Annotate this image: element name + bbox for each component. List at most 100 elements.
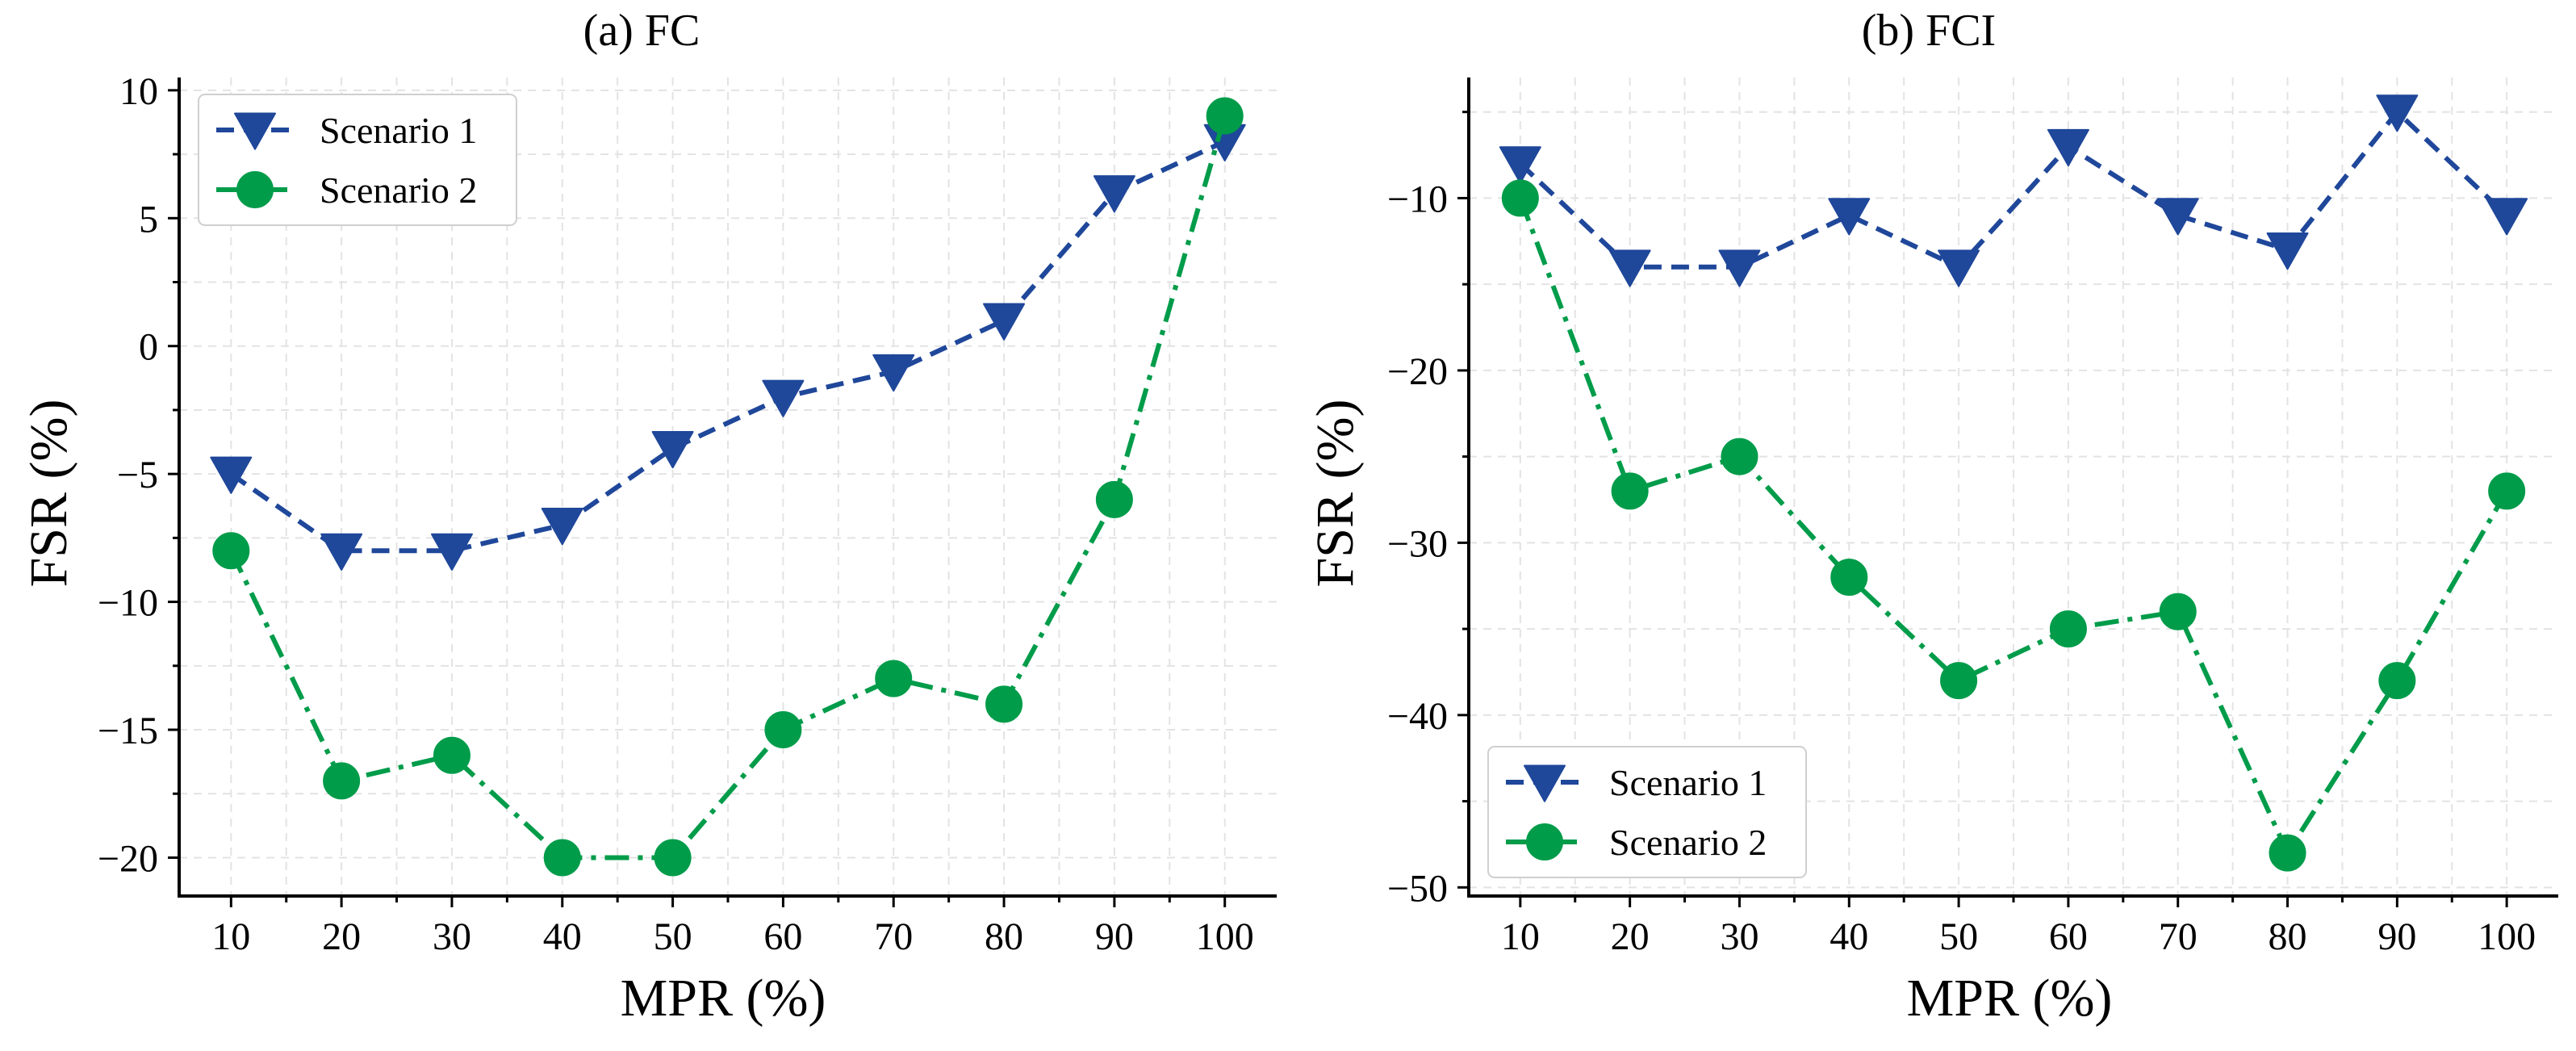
fc-xtick-label: 40 [543,915,582,958]
fci-legend: Scenario 1 Scenario 2 [1487,746,1807,878]
panel-fci: 10 20 30 40 50 60 70 80 90 100 −50 −40 −30 −20 −10 (b)… [1306,6,2558,1028]
fc-xtick-label: 60 [763,915,802,958]
fc-series-2-point [875,659,913,697]
fci-xtick-label: 10 [1501,915,1540,958]
fc-xtick-label: 30 [433,915,471,958]
fci-legend-marker-1 [1524,764,1566,802]
fc-series-1-point [1093,175,1135,213]
fci-ytick-label: −40 [1387,695,1448,738]
fc-xtick-label: 20 [322,915,361,958]
fci-series-1-point [1828,198,1871,236]
fci-legend-marker-2 [1526,823,1563,860]
fc-legend-label-2: Scenario 2 [320,170,477,211]
fci-series-1-point [1718,249,1761,287]
fci-series-2-point [1940,662,1978,700]
fci-xtick-label: 70 [2159,915,2198,958]
fc-series-1-point [320,533,363,571]
fc-series-2-point [433,736,470,774]
fc-xtick-label: 50 [654,915,692,958]
fci-series-2-point [2378,662,2416,700]
fci-series-2-line [1517,197,2509,856]
fc-ytick-label: −10 [98,582,158,625]
fci-axis-spines [1467,77,2558,898]
fc-series-1-point [651,430,694,469]
fci-series-1-point [1938,249,1980,287]
fc-ylabel: FSR (%) [19,400,78,588]
fci-legend-label-2: Scenario 2 [1609,822,1767,863]
fc-series-2-point [1206,97,1244,135]
fc-legend-box [198,94,517,226]
fc-ytick-label: −5 [117,454,158,496]
fci-xlabel: MPR (%) [1907,969,2113,1028]
fci-series-2-point [2049,610,2087,648]
fc-title: (a) FC [583,6,700,56]
fci-series-2-point [1721,438,1758,475]
fci-axes: 10 20 30 40 50 60 70 80 90 100 −50 −40 −30 −20 −10 [1387,77,2558,958]
fci-series-2-point [2269,834,2306,872]
fc-series-1-point [872,354,915,392]
fc-series-2-point [1095,480,1133,518]
fci-series-1-point [2047,128,2089,167]
fc-series-2-point [212,532,250,570]
fc-ytick-label: −20 [98,837,158,880]
fci-series-layer [1499,94,2528,872]
fci-ytick-label: −20 [1387,350,1448,393]
fci-legend-box [1487,746,1807,878]
fc-series-2-point [654,839,692,877]
fc-legend-label-1: Scenario 1 [320,110,477,151]
panel-fc: 10 20 30 40 50 60 70 80 90 100 −20 −15 −10 −5 0 5 10 (a)… [19,6,1277,1028]
fc-xtick-label: 70 [874,915,913,958]
fc-series-1-line [229,139,1226,554]
fci-series-1-point [2376,94,2419,132]
fci-series-1-point [1499,146,1541,184]
fci-series-1-line [1518,109,2509,270]
fc-series-1-point [983,303,1026,341]
fci-series-1-point [2156,198,2199,236]
fci-series-1-point [2486,198,2528,236]
fc-series-2-point [323,762,361,800]
fc-xtick-label: 100 [1196,915,1254,958]
fc-series-2-point [985,685,1023,723]
fc-legend-marker-1 [234,112,276,150]
fci-title: (b) FCI [1862,6,1996,56]
fci-xtick-label: 50 [1939,915,1978,958]
fci-ylabel: FSR (%) [1306,400,1365,588]
fc-series-1-point [430,533,473,571]
fc-series-1-point [210,456,253,494]
fci-ytick-label: −50 [1387,867,1448,910]
fc-ytick-label: 5 [139,198,158,241]
fci-legend-label-1: Scenario 1 [1609,762,1767,803]
fc-ytick-label: 10 [119,70,158,113]
fci-xtick-label: 80 [2269,915,2307,958]
fc-legend-marker-2 [236,171,274,208]
fci-ytick-label: −30 [1387,522,1448,565]
fci-series-2-point [2488,472,2526,510]
fci-xtick-label: 20 [1611,915,1650,958]
fc-legend: Scenario 1 Scenario 2 [198,94,517,226]
fc-series-2-point [543,839,581,877]
fc-series-layer [210,97,1246,877]
fc-series-1-point [541,508,583,546]
fc-series-2-point [764,711,802,749]
fci-xtick-label: 40 [1830,915,1868,958]
fci-xtick-label: 60 [2049,915,2088,958]
fc-xlabel: MPR (%) [621,969,826,1028]
fc-xtick-label: 80 [985,915,1023,958]
fc-axes: 10 20 30 40 50 60 70 80 90 100 −20 −15 −10 −5 0 5 10 [98,70,1277,958]
fci-series-2-point [1501,179,1539,217]
fc-series-1-point [762,379,805,417]
fci-xtick-label: 90 [2377,915,2416,958]
fc-xtick-label: 10 [211,915,250,958]
fc-ytick-label: 0 [139,326,158,369]
fc-ytick-label: −15 [98,710,158,752]
fci-series-1-point [2266,232,2309,270]
fci-ytick-label: −10 [1387,178,1448,220]
fci-series-2-point [1830,559,1868,597]
fc-series-2-line [228,115,1227,860]
fc-axis-spines [178,77,1277,898]
fc-xtick-label: 90 [1095,915,1134,958]
fci-series-2-point [2159,592,2197,630]
fci-series-2-point [1611,472,1649,510]
